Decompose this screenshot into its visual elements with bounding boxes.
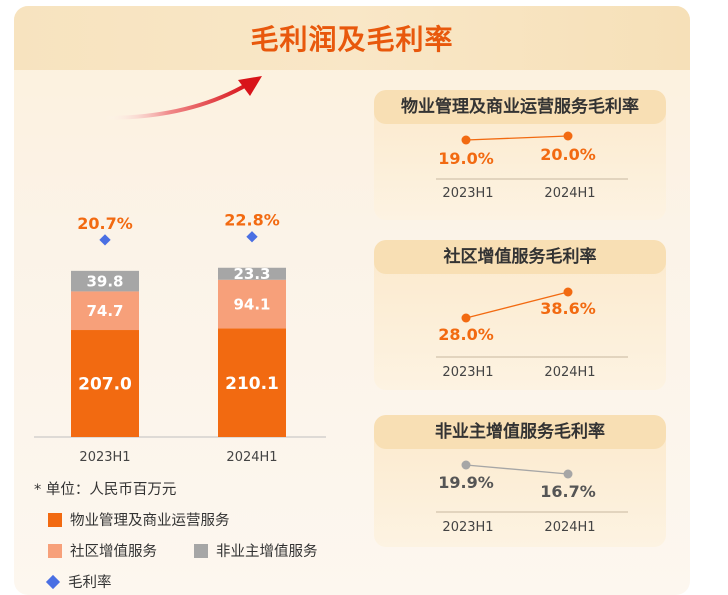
data-value-label: 19.9% bbox=[438, 473, 494, 492]
margin-diamond-marker bbox=[246, 231, 258, 243]
bar-segment bbox=[218, 279, 286, 329]
community-margin-line-chart: 28.0% 2023H1 38.6% 2024H1 bbox=[436, 287, 628, 380]
trend-line bbox=[465, 135, 569, 141]
legend-label: 社区增值服务 bbox=[70, 544, 157, 560]
x-tick-label: 2023H1 bbox=[442, 520, 493, 535]
card-title: 社区增值服务毛利率 bbox=[374, 240, 666, 274]
bar-value-label: 39.8 bbox=[86, 273, 123, 291]
growth-arrow-shaft bbox=[102, 82, 250, 120]
diamond-icon bbox=[45, 574, 61, 589]
legend-item-community: 社区增值服务 bbox=[48, 540, 157, 561]
margin-value-label: 20.7% bbox=[77, 214, 133, 233]
card-non-owner-margin: 非业主增值服务毛利率 19.9% 2023H1 16.7% 2024H1 bbox=[374, 415, 666, 547]
x-tick-label: 2024H1 bbox=[544, 365, 595, 380]
data-value-label: 19.0% bbox=[438, 149, 494, 168]
data-value-label: 28.0% bbox=[438, 325, 494, 344]
gross-profit-stacked-bar-chart: 207.0 74.7 39.8 20.7% 2023H1 210.1 94.1 23.3 22.… bbox=[34, 76, 326, 465]
data-value-label: 16.7% bbox=[540, 482, 596, 501]
bar-segment bbox=[218, 328, 286, 437]
legend-swatch bbox=[194, 543, 208, 558]
data-point bbox=[461, 313, 471, 323]
legend-item-property-mgmt: 物业管理及商业运营服务 bbox=[48, 509, 230, 530]
margin-value-label: 22.8% bbox=[224, 211, 280, 230]
unit-note: * 单位：人民币百万元 bbox=[34, 482, 177, 498]
x-tick-label: 2023H1 bbox=[79, 450, 130, 465]
legend-item-margin: 毛利率 bbox=[45, 571, 112, 592]
x-tick-label: 2024H1 bbox=[544, 520, 595, 535]
bar-value-label: 210.1 bbox=[225, 374, 279, 394]
property-mgmt-margin-line-chart: 19.0% 2023H1 20.0% 2024H1 bbox=[436, 131, 628, 201]
trend-line bbox=[465, 291, 569, 319]
card-title: 物业管理及商业运营服务毛利率 bbox=[374, 90, 666, 124]
card-title: 非业主增值服务毛利率 bbox=[374, 415, 666, 449]
legend-item-non-owner: 非业主增值服务 bbox=[194, 540, 318, 561]
legend-label: 物业管理及商业运营服务 bbox=[70, 513, 230, 529]
bar-segment bbox=[71, 330, 139, 437]
bar-value-label: 23.3 bbox=[233, 265, 270, 283]
x-tick-label: 2023H1 bbox=[442, 365, 493, 380]
data-value-label: 20.0% bbox=[540, 145, 596, 164]
x-tick-label: 2024H1 bbox=[544, 186, 595, 201]
legend-label: 毛利率 bbox=[68, 575, 112, 591]
card-community-margin: 社区增值服务毛利率 28.0% 2023H1 38.6% 2024H1 bbox=[374, 240, 666, 390]
data-value-label: 38.6% bbox=[540, 299, 596, 318]
data-point bbox=[461, 135, 471, 145]
bar-value-label: 94.1 bbox=[233, 296, 270, 314]
bar-segment bbox=[71, 291, 139, 331]
data-point bbox=[563, 469, 573, 479]
x-tick-label: 2023H1 bbox=[442, 186, 493, 201]
data-point bbox=[461, 460, 471, 470]
non-owner-margin-line-chart: 19.9% 2023H1 16.7% 2024H1 bbox=[436, 460, 628, 535]
data-point bbox=[563, 131, 573, 141]
x-tick-label: 2024H1 bbox=[226, 450, 277, 465]
trend-line bbox=[465, 464, 569, 475]
growth-arrow-head bbox=[238, 76, 262, 96]
page-title: 毛利润及毛利率 bbox=[250, 23, 454, 56]
card-property-mgmt-margin: 物业管理及商业运营服务毛利率 19.0% 2023H1 20.0% 2024H1 bbox=[374, 90, 666, 220]
bar-segment bbox=[218, 267, 286, 280]
legend-label: 非业主增值服务 bbox=[216, 544, 318, 560]
legend-swatch bbox=[48, 512, 62, 527]
bar-segment bbox=[71, 270, 139, 292]
bar-value-label: 74.7 bbox=[86, 302, 123, 320]
title-band bbox=[14, 6, 690, 70]
data-point bbox=[563, 287, 573, 297]
legend-swatch bbox=[48, 543, 62, 558]
bar-value-label: 207.0 bbox=[78, 375, 132, 395]
margin-diamond-marker bbox=[99, 234, 111, 246]
